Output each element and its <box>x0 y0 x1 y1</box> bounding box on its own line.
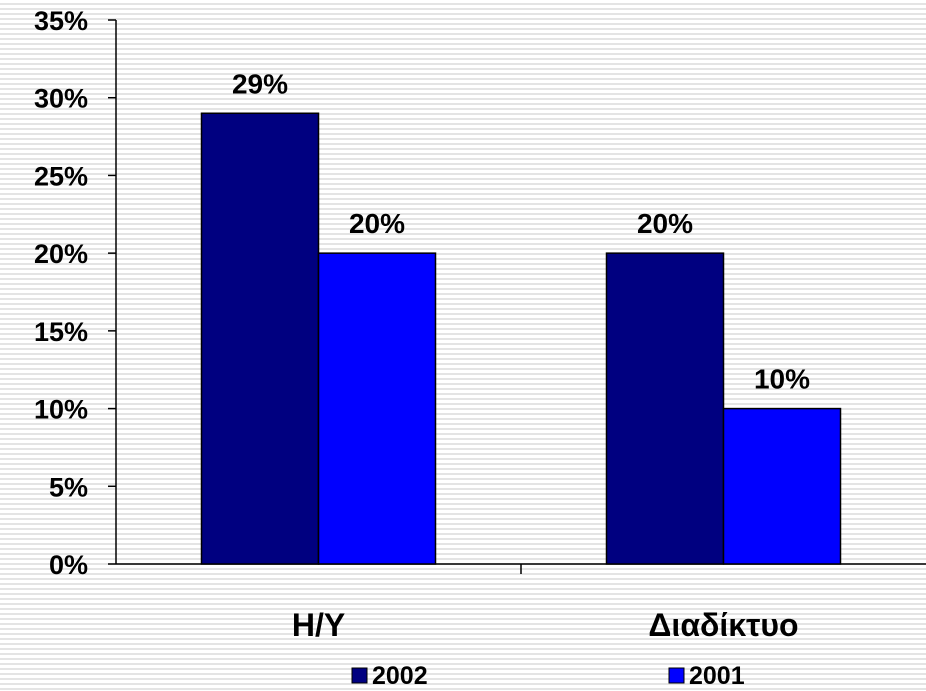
y-tick-label: 20% <box>34 239 88 269</box>
y-tick-label: 10% <box>34 395 88 425</box>
legend-swatch <box>668 667 685 684</box>
legend: 2002 2001 <box>351 662 745 690</box>
y-axis: 0% 5% 10% 15% 20% 25% 30% 35% <box>34 6 117 580</box>
data-label: 29% <box>232 68 288 99</box>
data-label: 20% <box>637 208 693 239</box>
y-tick-label: 5% <box>49 472 88 502</box>
y-tick-label: 0% <box>49 550 88 580</box>
legend-swatch <box>351 667 368 684</box>
bars-group <box>200 112 842 565</box>
bar-2001-0 <box>317 252 437 565</box>
y-tick-label: 25% <box>34 161 88 191</box>
y-tick-label: 15% <box>34 317 88 347</box>
legend-label: 2002 <box>372 662 428 690</box>
bar-2001-1 <box>722 407 842 565</box>
y-tick-label: 35% <box>34 6 88 36</box>
data-labels-group: 29% 20% 20% 10% <box>232 68 810 394</box>
bar-2002-1 <box>605 252 725 565</box>
x-axis: Η/Υ Διαδίκτυο <box>116 563 926 643</box>
data-label: 20% <box>349 208 405 239</box>
bar-2002-0 <box>200 112 320 565</box>
x-category-label: Η/Υ <box>292 607 345 643</box>
x-category-label: Διαδίκτυο <box>648 607 798 643</box>
y-tick-label: 30% <box>34 84 88 114</box>
legend-label: 2001 <box>689 662 745 690</box>
data-label: 10% <box>754 364 810 395</box>
